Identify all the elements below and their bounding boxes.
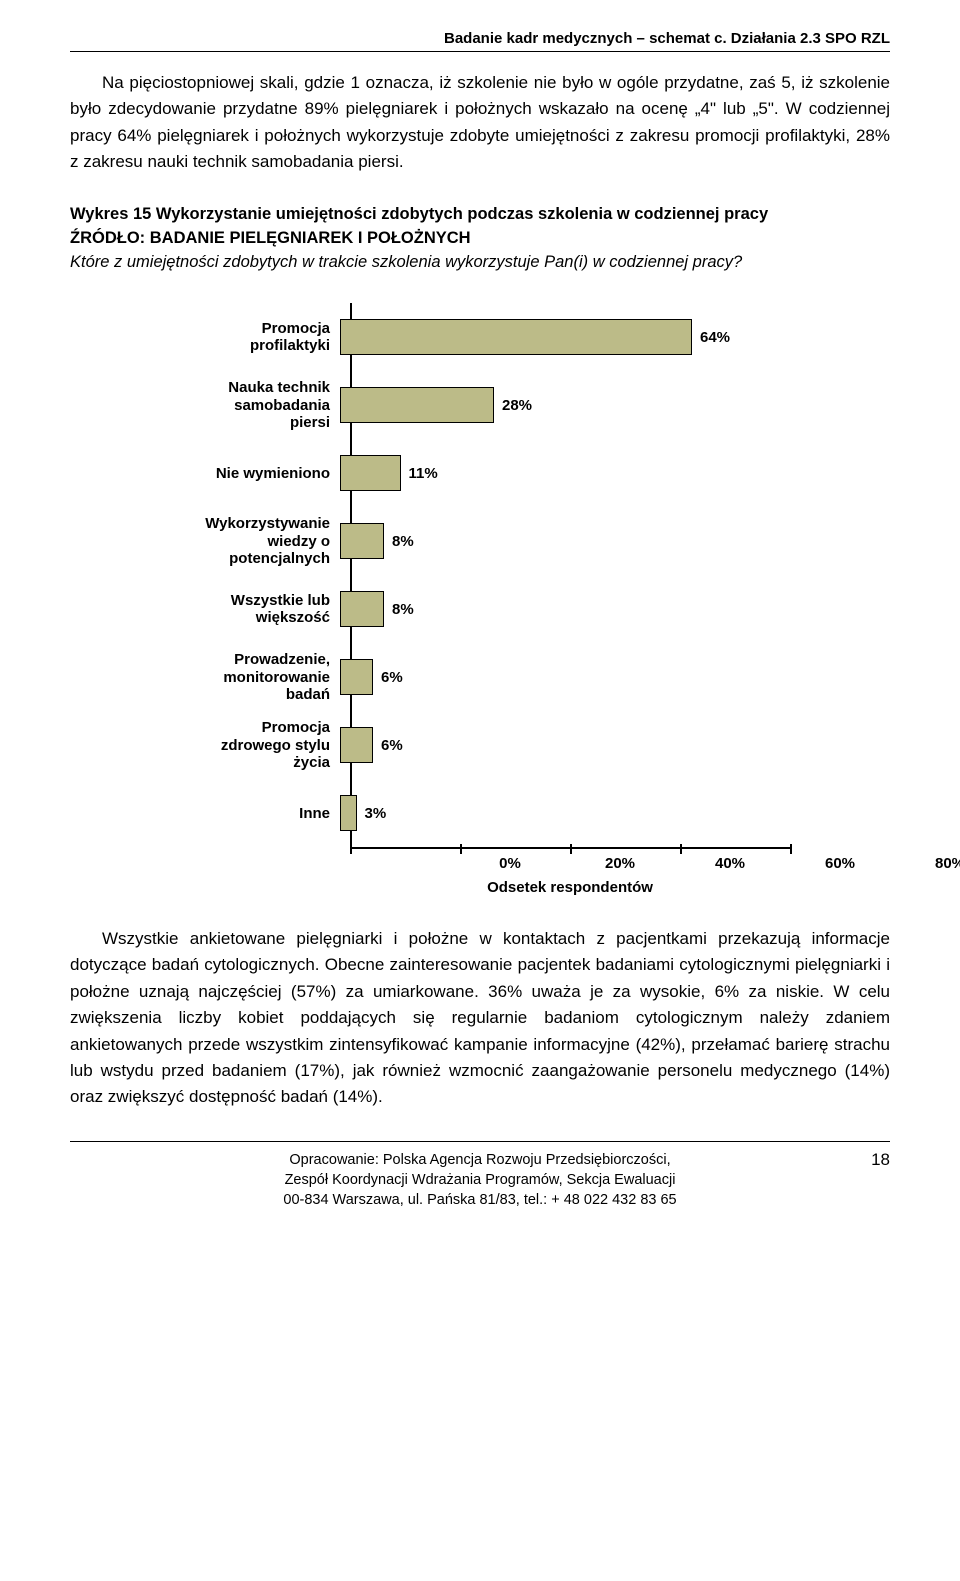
x-tick-mark: [680, 844, 682, 854]
paragraph-1: Na pięciostopniowej skali, gdzie 1 oznac…: [70, 70, 890, 175]
bar-value: 8%: [392, 601, 414, 618]
footer-line-1: Opracowanie: Polska Agencja Rozwoju Prze…: [70, 1150, 890, 1170]
bar-label: Inne: [190, 805, 340, 822]
bar-value: 64%: [700, 329, 730, 346]
bar-value: 3%: [365, 805, 387, 822]
x-tick-label: 20%: [595, 855, 645, 872]
footer-divider: [70, 1141, 890, 1142]
bar: [340, 319, 692, 355]
bar: [340, 387, 494, 423]
bar-row: Wykorzystywanie wiedzy o potencjalnych 8%: [190, 507, 800, 575]
bar-label: Prowadzenie, monitorowanie badań: [190, 651, 340, 703]
bar-value: 6%: [381, 737, 403, 754]
bar-wrap: 11%: [340, 439, 780, 507]
bar-wrap: 8%: [340, 507, 780, 575]
bar-label: Wszystkie lub większość: [190, 592, 340, 627]
bar-row: Nauka technik samobadania piersi 28%: [190, 371, 800, 439]
bar-row: Prowadzenie, monitorowanie badań 6%: [190, 643, 800, 711]
bar-label: Nie wymieniono: [190, 465, 340, 482]
page-header: Badanie kadr medycznych – schemat c. Dzi…: [70, 30, 890, 52]
bar-wrap: 28%: [340, 371, 780, 439]
bar: [340, 523, 384, 559]
bar-row: Promocja profilaktyki 64%: [190, 303, 800, 371]
x-tick-label: 0%: [485, 855, 535, 872]
bar-wrap: 6%: [340, 711, 780, 779]
x-tick-mark: [460, 844, 462, 854]
bar-label: Wykorzystywanie wiedzy o potencjalnych: [190, 515, 340, 567]
chart-title: Wykres 15 Wykorzystanie umiejętności zdo…: [70, 203, 890, 227]
bar-value: 6%: [381, 669, 403, 686]
chart-x-ticks: 0%20%40%60%80%: [350, 855, 790, 875]
bar-value: 11%: [409, 465, 438, 482]
x-tick-label: 40%: [705, 855, 755, 872]
chart-plot: Promocja profilaktyki 64% Nauka technik sa…: [160, 303, 800, 896]
bar-wrap: 6%: [340, 643, 780, 711]
chart-x-label: Odsetek respondentów: [350, 879, 790, 896]
bar-label: Promocja profilaktyki: [190, 320, 340, 355]
bar: [340, 659, 373, 695]
bar-value: 28%: [502, 397, 532, 414]
x-tick-mark: [350, 844, 352, 854]
x-tick-mark: [570, 844, 572, 854]
chart-15: Wykres 15 Wykorzystanie umiejętności zdo…: [70, 203, 890, 896]
paragraph-2-text: Wszystkie ankietowane pielęgniarki i poł…: [70, 929, 890, 1106]
bar: [340, 455, 401, 491]
paragraph-1-text: Na pięciostopniowej skali, gdzie 1 oznac…: [70, 73, 890, 171]
x-tick-label: 60%: [815, 855, 865, 872]
bar-label: Promocja zdrowego stylu życia: [190, 719, 340, 771]
bar-wrap: 8%: [340, 575, 780, 643]
bar: [340, 727, 373, 763]
chart-question: Które z umiejętności zdobytych w trakcie…: [70, 251, 890, 275]
chart-x-axis: [350, 847, 790, 849]
footer-line-3: 00-834 Warszawa, ul. Pańska 81/83, tel.:…: [70, 1190, 890, 1210]
bar-row: Nie wymieniono 11%: [190, 439, 800, 507]
bar-label: Nauka technik samobadania piersi: [190, 379, 340, 431]
footer: Opracowanie: Polska Agencja Rozwoju Prze…: [70, 1150, 890, 1211]
bar-row: Inne 3%: [190, 779, 800, 847]
bar-value: 8%: [392, 533, 414, 550]
bar: [340, 591, 384, 627]
page-number: 18: [871, 1150, 890, 1170]
footer-line-2: Zespół Koordynacji Wdrażania Programów, …: [70, 1170, 890, 1190]
bar-row: Promocja zdrowego stylu życia 6%: [190, 711, 800, 779]
chart-source: ŹRÓDŁO: BADANIE PIELĘGNIAREK I POŁOŻNYCH: [70, 227, 890, 251]
bar-row: Wszystkie lub większość 8%: [190, 575, 800, 643]
bar: [340, 795, 357, 831]
x-tick-mark: [790, 844, 792, 854]
bar-wrap: 64%: [340, 303, 780, 371]
x-tick-label: 80%: [925, 855, 960, 872]
paragraph-2: Wszystkie ankietowane pielęgniarki i poł…: [70, 926, 890, 1110]
bar-wrap: 3%: [340, 779, 780, 847]
